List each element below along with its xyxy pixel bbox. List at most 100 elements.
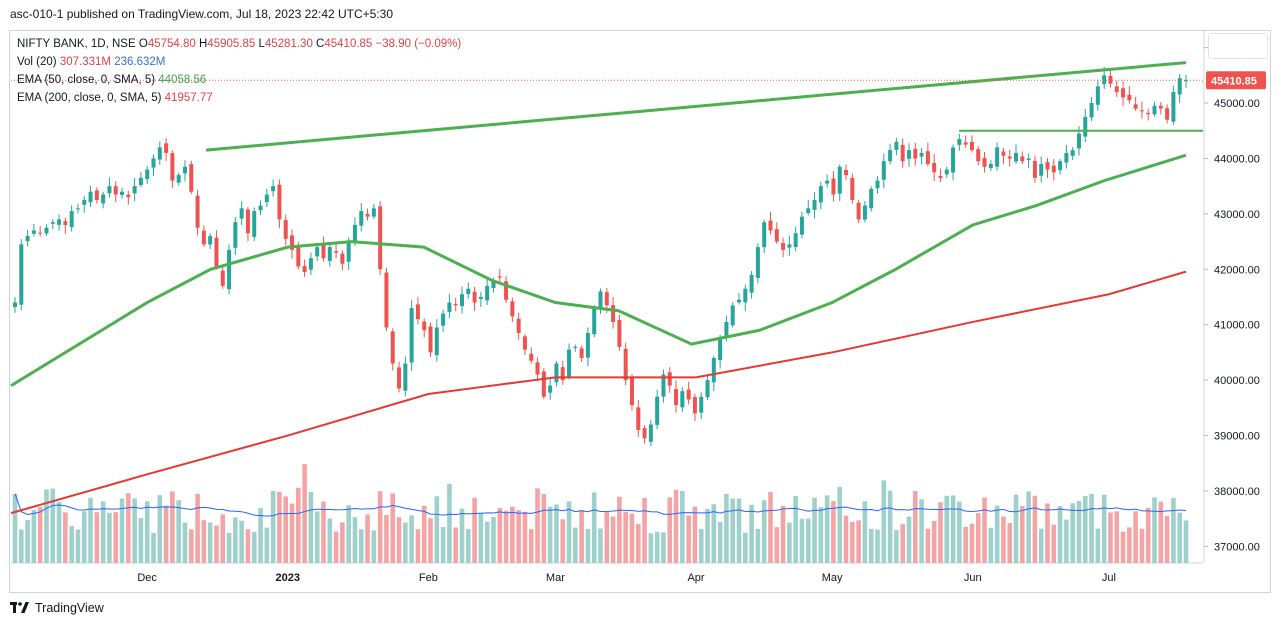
x-tick-label: 2023 (275, 572, 299, 584)
candle-body (567, 349, 572, 377)
volume-bar (680, 490, 685, 563)
candle-body (667, 372, 672, 386)
volume-bar (409, 515, 414, 563)
candle-body (397, 367, 402, 389)
close-value: 45410.85 (324, 38, 373, 50)
volume-bar (642, 497, 647, 563)
candle-body (976, 149, 981, 162)
volume-bar (478, 512, 484, 563)
volume-bar (1145, 507, 1151, 563)
chart-control-box[interactable] (1208, 33, 1268, 59)
candle-body (548, 385, 553, 393)
candle-body (88, 191, 93, 203)
volume-bar (1082, 495, 1088, 563)
candle-body (749, 274, 754, 293)
candle-body (1020, 156, 1025, 162)
candle-body (453, 303, 458, 306)
volume-bar (988, 527, 994, 563)
volume-bar (144, 501, 150, 563)
candle-body (787, 244, 792, 248)
candle-body (195, 195, 200, 228)
volume-bar (919, 499, 924, 563)
candle-body (529, 353, 534, 361)
volume-bar (1164, 515, 1170, 563)
candle-body (1146, 112, 1151, 115)
volume-value: 307.331M (59, 56, 111, 68)
candle-body (378, 206, 383, 270)
ema50-line (10, 153, 1187, 387)
volume-bar (1133, 511, 1138, 563)
candle-body (176, 175, 181, 183)
volume-bar (1032, 495, 1038, 563)
candle-body (1064, 152, 1069, 163)
candle-body (894, 141, 899, 150)
candle-body (459, 294, 464, 307)
candle-body (227, 249, 232, 290)
volume-bar (950, 495, 956, 563)
volume-bar (472, 498, 477, 563)
candle-body (535, 362, 540, 375)
volume-bar (126, 493, 131, 563)
candle-body (850, 178, 855, 201)
volume-bar (403, 522, 408, 563)
volume-bar (780, 506, 786, 563)
volume-bar (843, 515, 849, 563)
candle-body (1127, 94, 1132, 101)
candle-body (308, 258, 313, 270)
volume-bar (251, 531, 257, 563)
candle-body (132, 186, 137, 194)
candle-body (346, 241, 351, 262)
rising-trendline[interactable] (205, 61, 1187, 152)
volume-bar (931, 520, 937, 563)
candle-body (774, 229, 779, 242)
volume-bar (258, 508, 263, 563)
x-tick-label: May (822, 572, 843, 584)
volume-bar (1026, 491, 1031, 563)
volume-bar (497, 507, 503, 563)
volume-bar (510, 506, 515, 563)
volume-bar (390, 493, 396, 563)
volume-bar (270, 490, 276, 563)
candle-body (151, 158, 156, 168)
volume-bar (1007, 523, 1013, 563)
candle-body (944, 169, 949, 175)
volume-bar (289, 503, 295, 563)
candle-body (19, 244, 24, 305)
candle-body (799, 216, 804, 235)
candle-body (182, 166, 187, 174)
candle-body (403, 363, 408, 391)
volume-bar (138, 518, 144, 563)
volume-bar (1183, 520, 1189, 563)
candle-body (120, 191, 125, 195)
candle-body (837, 166, 842, 194)
candle-body (781, 243, 786, 250)
candle-body (963, 142, 968, 145)
volume-bar (528, 529, 534, 563)
candle-body (1152, 105, 1157, 115)
volume-bar (686, 515, 691, 563)
candle-body (888, 150, 893, 162)
candle-body (617, 319, 622, 347)
volume-bar (768, 491, 773, 563)
volume-bar (1064, 519, 1069, 563)
candle-body (705, 380, 710, 398)
ema200-value: 41957.77 (164, 92, 213, 104)
candle-body (252, 211, 257, 237)
volume-ma-value: 236.632M (114, 56, 166, 68)
volume-bar (938, 502, 943, 563)
candle-body (422, 321, 427, 331)
volume-bar (535, 488, 540, 563)
candle-body (881, 161, 886, 180)
open-value: 45754.80 (147, 38, 196, 50)
volume-bar (963, 527, 968, 563)
candle-body (1177, 78, 1182, 95)
candle-body (585, 333, 590, 358)
candle-body (919, 152, 924, 157)
candle-body (1165, 108, 1170, 120)
volume-bar (957, 501, 962, 563)
volume-bar (434, 496, 440, 563)
ema50-label: EMA (50, close, 0, SMA, 5) (17, 74, 156, 86)
candle-body (321, 243, 326, 259)
volume-bar (547, 506, 553, 563)
